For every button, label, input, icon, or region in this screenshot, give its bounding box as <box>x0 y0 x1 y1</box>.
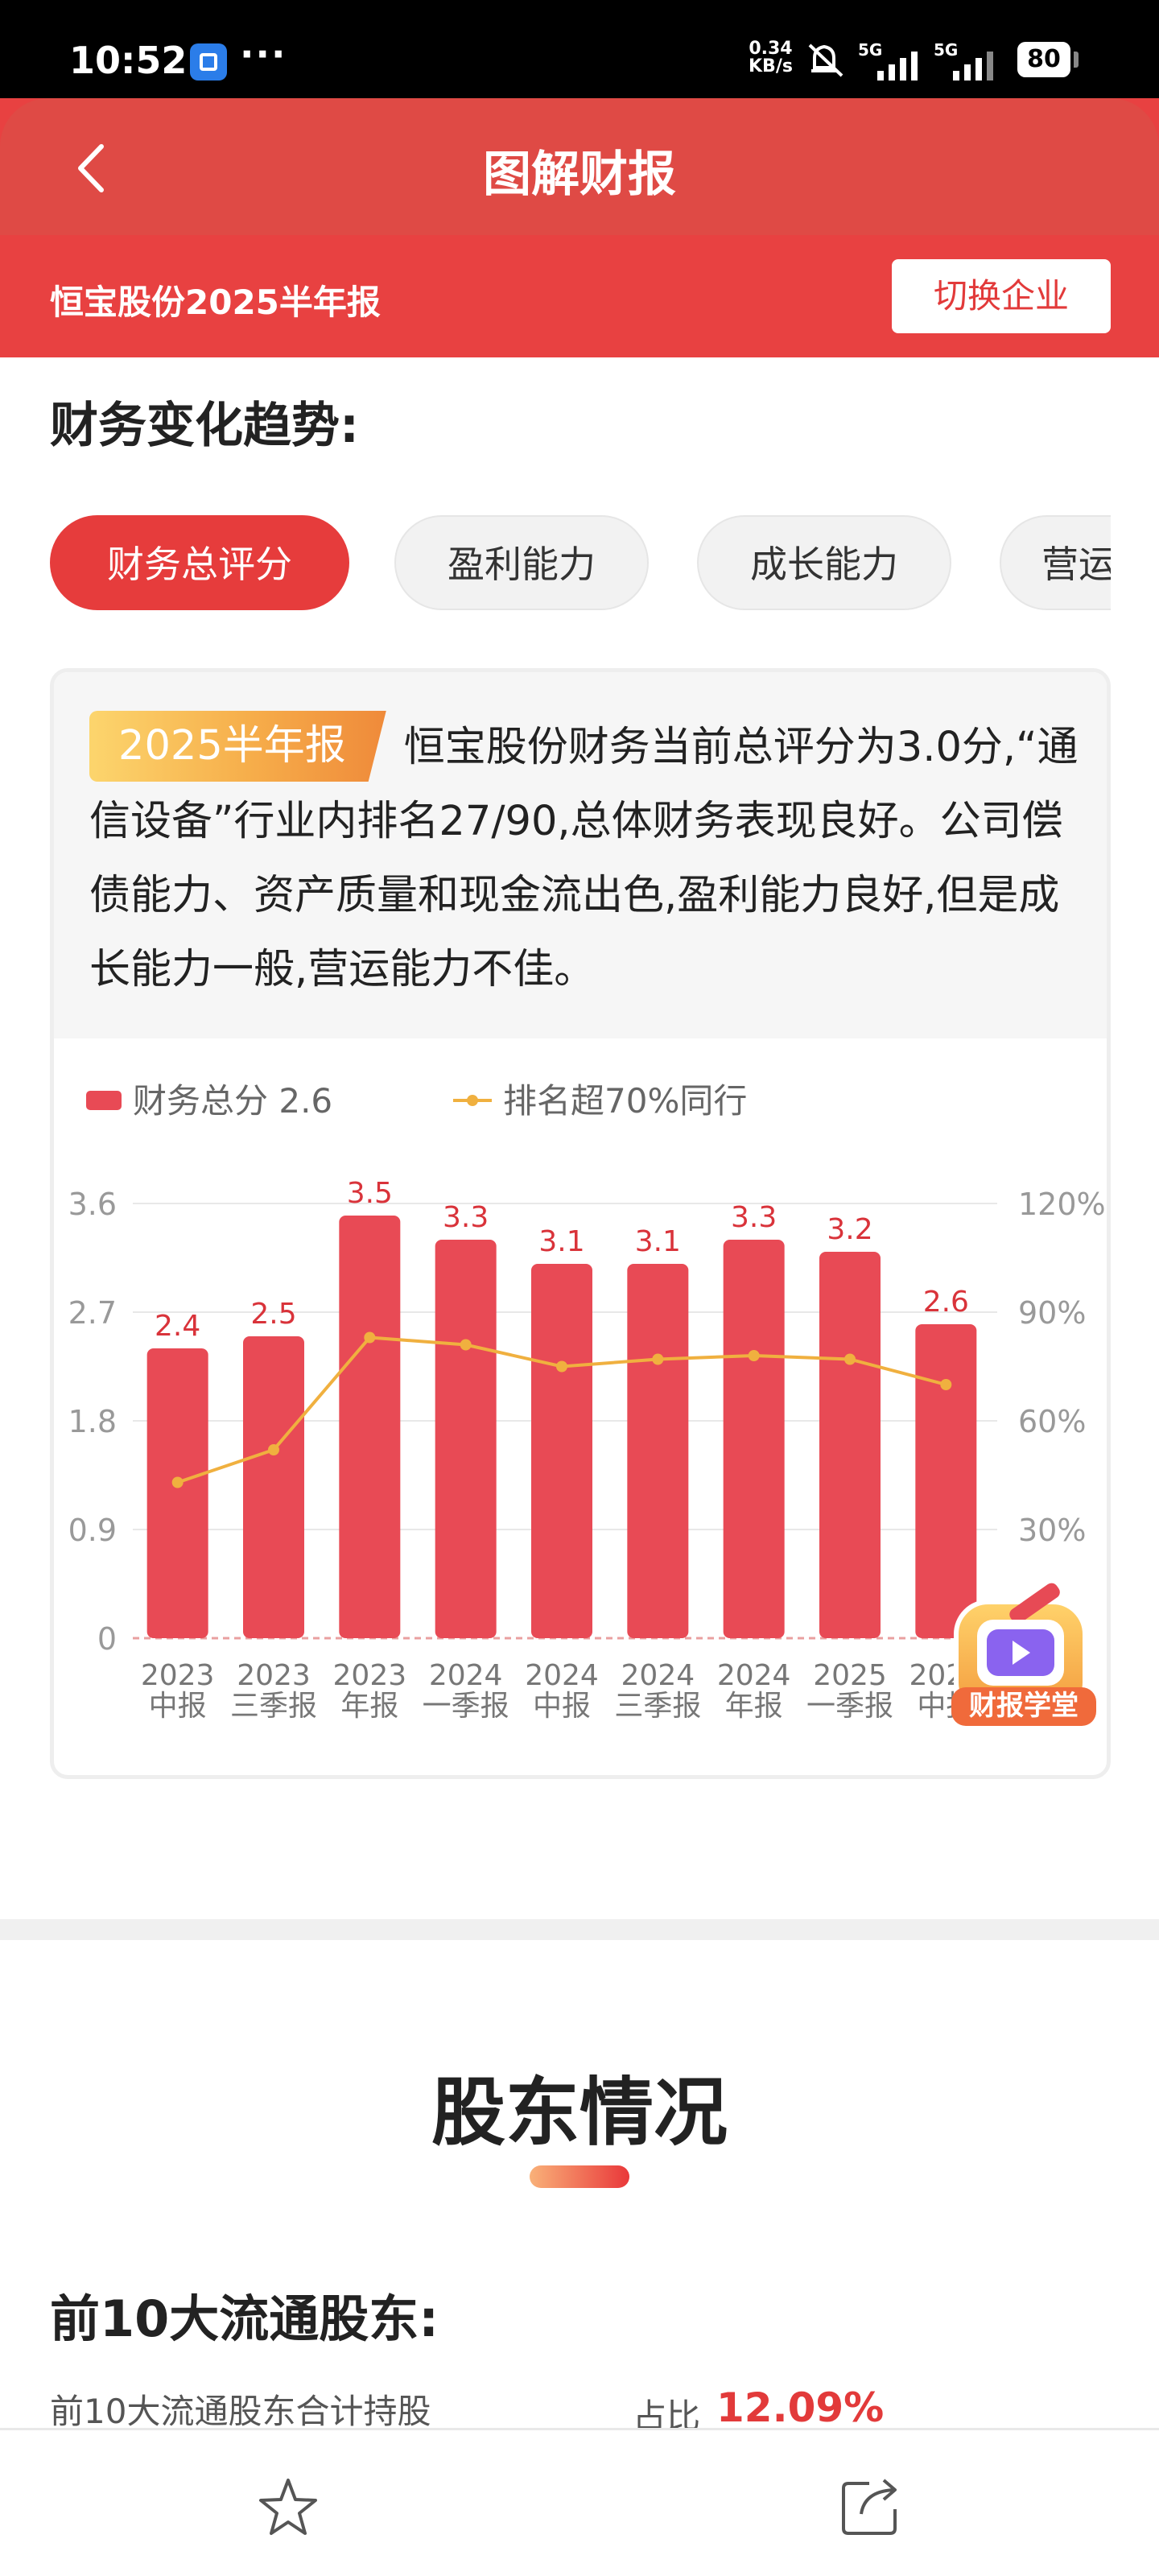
bar-data-label: 3.3 <box>731 1201 777 1234</box>
summary-box: 2025半年报 恒宝股份财务当前总评分为3.0分,“通信设备”行业内排名27/90… <box>54 672 1107 1038</box>
mute-icon <box>808 43 843 77</box>
sim2-label: 5G <box>934 40 959 60</box>
right-tick-label: 120% <box>1018 1187 1106 1222</box>
right-tick-label: 90% <box>1018 1295 1086 1331</box>
widget-label: 财报学堂 <box>969 1690 1079 1722</box>
line-point <box>844 1353 856 1365</box>
category-period-label: 一季报 <box>423 1690 509 1723</box>
right-tick-label: 30% <box>1018 1513 1086 1548</box>
app-notification-icon <box>190 43 227 80</box>
tab-growth[interactable]: 成长能力 <box>697 515 951 610</box>
tab-overall-score[interactable]: 财务总评分 <box>50 515 349 610</box>
line-point <box>364 1331 376 1344</box>
legend-bar-swatch <box>86 1091 122 1110</box>
left-tick-label: 1.8 <box>68 1404 117 1439</box>
status-bar: 10:52 ··· 0.34 KB/s 5G 5G 80 <box>0 0 1159 98</box>
bar-data-label: 3.1 <box>538 1225 584 1258</box>
line-point <box>940 1379 952 1390</box>
line-point <box>652 1353 664 1365</box>
page-title: 图解财报 <box>483 147 676 203</box>
bar <box>723 1240 785 1638</box>
category-period-label: 三季报 <box>614 1690 701 1723</box>
line-point <box>460 1339 472 1351</box>
section-divider <box>0 1919 1159 1940</box>
bar-data-label: 3.1 <box>635 1225 681 1258</box>
chart-area: 财务总分 2.6 排名超70%同行 0 0.9 1.8 2.7 3.6 30% 60% 90% 12… <box>54 1038 1107 1775</box>
trend-heading: 财务变化趋势: <box>50 398 359 454</box>
period-badge: 2025半年报 <box>89 711 386 782</box>
line-point <box>268 1444 279 1455</box>
more-notifications-icon: ··· <box>240 32 287 76</box>
metric-tabs: 财务总评分 盈利能力 成长能力 营运 <box>50 515 1111 613</box>
bar <box>819 1252 881 1638</box>
sim1-label: 5G <box>858 40 883 60</box>
bar <box>339 1216 401 1638</box>
category-period-label: 中报 <box>533 1690 591 1723</box>
bar-data-label: 2.4 <box>155 1310 200 1343</box>
network-speed-value: 0.34 <box>749 39 793 59</box>
finance-academy-widget[interactable]: 财报学堂 <box>940 1570 1116 1747</box>
report-title: 恒宝股份2025半年报 <box>50 283 381 322</box>
category-year-label: 2025 <box>813 1659 887 1692</box>
battery-tip <box>1074 52 1079 68</box>
category-year-label: 2024 <box>621 1659 695 1692</box>
category-year-label: 2024 <box>525 1659 599 1692</box>
summary-text: 2025半年报 恒宝股份财务当前总评分为3.0分,“通信设备”行业内排名27/90… <box>89 711 1079 1007</box>
switch-company-button[interactable]: 切换企业 <box>892 259 1111 333</box>
line-point <box>556 1360 567 1373</box>
bar <box>146 1348 208 1638</box>
category-year-label: 2024 <box>717 1659 791 1692</box>
category-year-label: 2024 <box>429 1659 503 1692</box>
legend-bar-label: 财务总分 2.6 <box>133 1081 332 1121</box>
bar-data-label: 3.3 <box>443 1201 489 1234</box>
bar <box>531 1264 592 1638</box>
legend-line-marker <box>467 1095 478 1106</box>
bar-data-label: 2.6 <box>923 1286 969 1319</box>
back-arrow-icon[interactable] <box>66 140 122 196</box>
network-speed: 0.34 KB/s <box>749 40 793 76</box>
score-card: 2025半年报 恒宝股份财务当前总评分为3.0分,“通信设备”行业内排名27/90… <box>50 668 1111 1779</box>
status-time: 10:52 <box>69 39 188 82</box>
header: 图解财报 恒宝股份2025半年报 切换企业 <box>0 98 1159 357</box>
category-year-label: 2023 <box>333 1659 407 1692</box>
tab-operations[interactable]: 营运 <box>1000 515 1111 610</box>
network-speed-unit: KB/s <box>749 56 793 76</box>
category-period-label: 年报 <box>340 1690 398 1723</box>
left-tick-label: 3.6 <box>68 1187 117 1222</box>
summary-body: 恒宝股份财务当前总评分为3.0分,“通信设备”行业内排名27/90,总体财务表现… <box>89 724 1079 993</box>
favorite-star-icon[interactable] <box>256 2475 320 2540</box>
tab-profitability[interactable]: 盈利能力 <box>394 515 649 610</box>
bar-data-label: 2.5 <box>250 1298 296 1331</box>
shareholders-title: 股东情况 <box>431 2070 728 2156</box>
ratio-value: 12.09% <box>716 2384 885 2431</box>
battery-icon: 80 <box>1017 42 1070 77</box>
bar <box>435 1240 497 1638</box>
bar <box>243 1336 304 1638</box>
bottom-bar <box>0 2428 1159 2576</box>
score-chart: 财务总分 2.6 排名超70%同行 0 0.9 1.8 2.7 3.6 30% 60% 90% 12… <box>68 1081 1106 1723</box>
right-tick-label: 60% <box>1018 1404 1086 1439</box>
bar <box>915 1324 977 1638</box>
category-period-label: 三季报 <box>230 1690 317 1723</box>
left-tick-label: 0 <box>97 1621 117 1657</box>
top10-total-label: 前10大流通股东合计持股 <box>50 2392 431 2431</box>
title-underline <box>530 2165 629 2188</box>
line-point <box>171 1476 184 1488</box>
top10-heading: 前10大流通股东: <box>50 2289 439 2348</box>
category-period-label: 中报 <box>149 1690 207 1723</box>
legend-line-label: 排名超70%同行 <box>503 1081 747 1121</box>
category-period-label: 年报 <box>725 1690 783 1723</box>
left-tick-label: 2.7 <box>68 1295 117 1331</box>
category-period-label: 一季报 <box>806 1690 893 1723</box>
share-icon[interactable] <box>837 2472 905 2540</box>
category-year-label: 2023 <box>237 1659 311 1692</box>
bar <box>627 1264 689 1638</box>
line-point <box>748 1350 760 1361</box>
header-top <box>0 98 1159 235</box>
bar-data-label: 3.5 <box>347 1177 393 1210</box>
bar-data-label: 3.2 <box>827 1213 872 1246</box>
left-tick-label: 0.9 <box>68 1513 117 1548</box>
category-year-label: 2023 <box>141 1659 215 1692</box>
